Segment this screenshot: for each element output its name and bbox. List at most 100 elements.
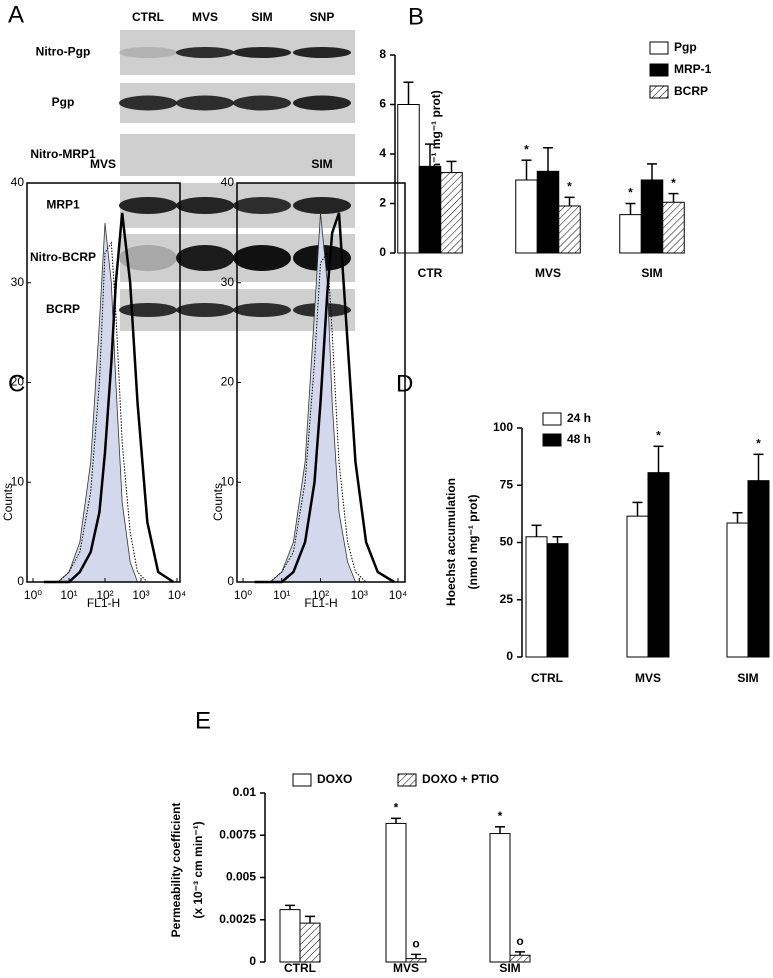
legend-label: 48 h	[567, 432, 591, 446]
y-tick-label: 0.0025	[219, 912, 256, 926]
y-tick-label: 0	[17, 574, 24, 588]
band	[293, 95, 351, 111]
annotation: *	[756, 437, 761, 451]
x-tick-label: 10³	[132, 588, 149, 602]
x-tick-label: SIM	[499, 961, 520, 975]
bar	[747, 480, 770, 658]
y-axis-label: (nmol mg⁻¹ prot)	[466, 495, 480, 590]
band	[233, 95, 291, 111]
row-label: MRP1	[46, 198, 80, 212]
row-label: Nitro-BCRP	[30, 250, 96, 264]
y-axis-label: Counts	[1, 483, 15, 521]
row-label: Pgp	[52, 95, 75, 109]
legend-label: DOXO	[317, 772, 352, 786]
annotation: o	[516, 934, 523, 948]
annotation: *	[524, 142, 529, 156]
bar	[546, 543, 569, 658]
y-axis-label: Counts	[211, 483, 225, 521]
legend-label: DOXO + PTIO	[422, 772, 499, 786]
y-tick-label: 0	[506, 649, 513, 663]
bar	[440, 172, 463, 254]
y-tick-label: 8	[379, 47, 386, 61]
lane-label: SIM	[251, 10, 272, 24]
y-tick-label: 10	[11, 474, 25, 488]
band	[293, 197, 351, 214]
y-tick-label: 50	[500, 535, 514, 549]
bar	[525, 536, 548, 658]
band	[119, 95, 177, 111]
panel-label: C	[8, 370, 25, 397]
legend-swatch	[542, 412, 562, 426]
band	[293, 47, 351, 58]
bar	[662, 201, 685, 254]
y-tick-label: 25	[500, 592, 514, 606]
x-tick-label: 10⁴	[389, 588, 408, 602]
y-tick-label: 0	[227, 574, 234, 588]
legend-label: BCRP	[674, 84, 708, 98]
lane-label: MVS	[192, 10, 218, 24]
y-tick-label: 4	[379, 146, 386, 160]
panel-label: E	[195, 707, 211, 734]
y-tick-label: 20	[221, 375, 235, 389]
x-tick-label: MVS	[393, 961, 419, 975]
y-tick-label: 0	[379, 245, 386, 259]
legend-swatch	[649, 85, 669, 99]
x-tick-label: 10¹	[273, 588, 290, 602]
y-tick-label: 0	[249, 954, 256, 968]
y-tick-label: 0.005	[226, 870, 256, 884]
row-label: BCRP	[46, 302, 80, 316]
y-axis-label: Permeability coefficient	[169, 803, 183, 938]
chart-title: MVS	[90, 157, 116, 171]
y-tick-label: 0.01	[233, 785, 257, 799]
band	[176, 47, 234, 58]
y-tick-label: 40	[11, 175, 25, 189]
bar	[626, 515, 649, 658]
x-tick-label: SIM	[641, 266, 662, 280]
panel-label: B	[408, 3, 424, 30]
band	[233, 303, 291, 317]
x-axis-label: FL1-H	[304, 596, 337, 610]
band	[176, 197, 234, 214]
histogram-curve	[254, 212, 395, 584]
bar	[489, 833, 511, 963]
band	[176, 303, 234, 317]
legend-label: Pgp	[674, 40, 697, 54]
x-tick-label: 10⁰	[234, 588, 252, 602]
y-tick-label: 75	[500, 477, 514, 491]
x-tick-label: 10²	[96, 588, 113, 602]
y-tick-label: 2	[379, 196, 386, 210]
band	[176, 245, 234, 271]
x-tick-label: 10⁰	[24, 588, 42, 602]
chart: C MVS 0 10 20 30 40 10⁰ 10¹ 10² 10³ 10⁴ FL1-H Counts	[1, 157, 186, 610]
x-tick-label: 10³	[351, 588, 368, 602]
y-tick-label: 30	[221, 275, 235, 289]
histogram-curve	[43, 241, 174, 583]
x-tick-label: 10⁴	[168, 588, 187, 602]
legend-label: MRP-1	[674, 62, 712, 76]
band	[176, 95, 234, 111]
chart: E 0 0.0025 0.005 0.0075 0.01 Permeability coef…	[169, 707, 531, 975]
bar	[515, 179, 538, 254]
y-axis-label: (x 10⁻³ cm min⁻¹)	[191, 821, 205, 918]
bar	[509, 954, 531, 963]
legend-swatch	[649, 41, 669, 55]
chart: B02468ATPase activity(µmol min⁻¹ mg⁻¹ pr…	[379, 3, 711, 280]
chart-title: SIM	[311, 157, 332, 171]
bar	[418, 165, 442, 254]
legend-swatch	[292, 773, 312, 787]
x-tick-label: CTRL	[531, 671, 563, 685]
annotation: o	[412, 937, 419, 951]
bar	[726, 522, 749, 658]
band	[233, 47, 291, 58]
annotation: *	[628, 186, 633, 200]
x-axis-label: FL1-H	[87, 596, 120, 610]
bar	[536, 170, 560, 254]
band	[119, 197, 177, 214]
row-label: Nitro-MRP1	[30, 147, 96, 161]
y-tick-label: 10	[221, 474, 235, 488]
bar	[299, 922, 321, 963]
band	[233, 245, 291, 271]
